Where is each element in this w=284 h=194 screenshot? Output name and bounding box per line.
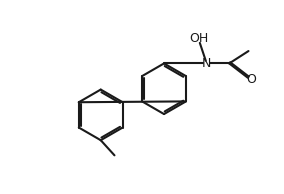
- Text: O: O: [246, 74, 256, 87]
- Text: OH: OH: [189, 32, 208, 45]
- Text: N: N: [202, 57, 211, 70]
